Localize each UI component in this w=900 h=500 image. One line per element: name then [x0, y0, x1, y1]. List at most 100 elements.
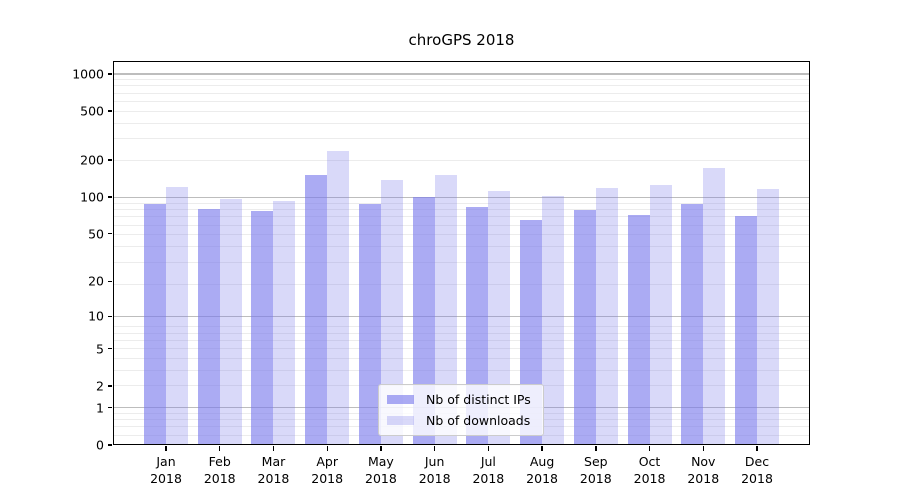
- y-tick-mark: [107, 233, 112, 235]
- y-tick-mark: [107, 385, 112, 387]
- gridline: [113, 261, 810, 263]
- gridline: [113, 224, 810, 226]
- y-tick-label: 200: [80, 152, 104, 168]
- bar-distinct-ips-nov: [681, 204, 704, 445]
- gridline: [113, 283, 810, 285]
- y-tick-label: 100: [80, 189, 104, 205]
- y-tick-mark: [107, 73, 112, 75]
- x-tick-mark: [165, 446, 167, 451]
- gridline: [113, 326, 810, 328]
- x-tick-mark: [702, 446, 704, 451]
- x-tick-mark: [434, 446, 436, 451]
- x-tick-mark: [756, 446, 758, 451]
- x-tick-label-sep: Sep 2018: [579, 454, 612, 486]
- y-tick-mark: [107, 315, 112, 317]
- gridline: [113, 85, 810, 87]
- x-tick-mark: [487, 446, 490, 451]
- bar-downloads-mar: [273, 200, 296, 445]
- x-tick-mark: [541, 446, 543, 451]
- y-tick-label: 50: [88, 226, 104, 242]
- y-tick-mark: [107, 196, 112, 198]
- bar-distinct-ips-oct: [627, 214, 650, 445]
- x-tick-mark: [648, 446, 651, 451]
- gridline: [113, 122, 810, 124]
- gridline: [113, 138, 810, 140]
- y-tick-label: 1000: [72, 66, 104, 82]
- x-tick-mark: [219, 446, 221, 451]
- gridline: [113, 202, 810, 204]
- legend-item-downloads: Nb of downloads: [387, 413, 531, 428]
- gridline: [113, 246, 810, 248]
- bar-downloads-aug: [542, 196, 565, 445]
- x-tick-label-mar: Mar 2018: [257, 454, 290, 486]
- bar-distinct-ips-jan: [144, 203, 166, 445]
- bar-distinct-ips-feb: [197, 208, 220, 445]
- gridline: [113, 348, 810, 350]
- y-tick-label: 2: [96, 378, 104, 394]
- chart-title: chroGPS 2018: [408, 31, 515, 49]
- gridline: [113, 110, 810, 112]
- gridline: [113, 339, 810, 341]
- x-tick-label-feb: Feb 2018: [203, 454, 236, 486]
- x-tick-label-apr: Apr 2018: [311, 454, 344, 486]
- plot-area: 1000 500 200 100 50 20 10 5 2 1 0 Jan 2018 Feb 2018 Ma…: [72, 61, 810, 486]
- bar-downloads-jul: [488, 190, 511, 445]
- bar-distinct-ips-mar: [251, 210, 274, 445]
- gridline: [113, 315, 810, 317]
- bar-downloads-sep: [595, 188, 618, 445]
- gridline: [113, 370, 810, 372]
- x-tick-mark: [326, 446, 328, 451]
- legend-label-distinct-ips: Nb of distinct IPs: [426, 392, 531, 407]
- x-tick-mark: [595, 446, 597, 451]
- x-tick-mark: [380, 446, 382, 451]
- legend: Nb of distinct IPs Nb of downloads: [378, 384, 544, 436]
- x-tick-label-nov: Nov 2018: [687, 454, 720, 486]
- x-tick-label-jul: Jul 2018: [472, 454, 505, 486]
- bar-downloads-jan: [166, 187, 188, 445]
- bar-downloads-may: [380, 179, 403, 445]
- bar-distinct-ips-jun: [412, 197, 435, 445]
- y-tick-mark: [107, 159, 112, 161]
- gridline: [113, 92, 810, 94]
- bar-downloads-dec: [757, 189, 779, 445]
- bar-distinct-ips-apr: [305, 175, 328, 445]
- y-tick-label: 0: [96, 437, 104, 453]
- y-tick-mark: [107, 110, 112, 112]
- bar-downloads-jun: [434, 175, 457, 445]
- gridline: [113, 209, 810, 211]
- gridline: [113, 100, 810, 102]
- x-tick-label-dec: Dec 2018: [741, 454, 773, 486]
- x-tick-mark: [272, 446, 275, 451]
- x-tick-label-aug: Aug 2018: [526, 454, 558, 486]
- gridline: [113, 196, 810, 198]
- y-tick-label: 20: [88, 273, 104, 289]
- bar-distinct-ips-dec: [735, 216, 757, 445]
- bar-downloads-apr: [327, 151, 350, 445]
- gridline: [113, 73, 810, 75]
- y-tick-mark: [107, 444, 112, 446]
- bar-downloads-oct: [649, 185, 672, 445]
- y-tick-label: 1: [96, 400, 104, 416]
- x-tick-label-may: May 2018: [365, 454, 397, 486]
- legend-swatch-distinct-ips: [387, 395, 414, 404]
- y-tick-mark: [107, 407, 112, 409]
- bar-distinct-ips-sep: [573, 210, 596, 445]
- x-tick-label-jun: Jun 2018: [418, 454, 451, 486]
- gridline: [113, 159, 810, 161]
- gridline: [113, 358, 810, 360]
- gridline: [113, 216, 810, 218]
- y-tick-mark: [107, 280, 112, 283]
- y-tick-label: 10: [88, 308, 104, 324]
- bar-downloads-nov: [703, 168, 726, 445]
- gridline: [113, 79, 810, 81]
- y-tick-label: 5: [96, 341, 104, 357]
- legend-label-downloads: Nb of downloads: [426, 413, 531, 428]
- bar-downloads-feb: [219, 198, 242, 445]
- y-tick-label: 500: [80, 103, 104, 119]
- gridline: [113, 332, 810, 334]
- y-tick-mark: [107, 348, 112, 350]
- x-tick-label-oct: Oct 2018: [633, 454, 666, 486]
- gridline: [113, 234, 810, 236]
- x-tick-label-jan: Jan 2018: [150, 454, 182, 486]
